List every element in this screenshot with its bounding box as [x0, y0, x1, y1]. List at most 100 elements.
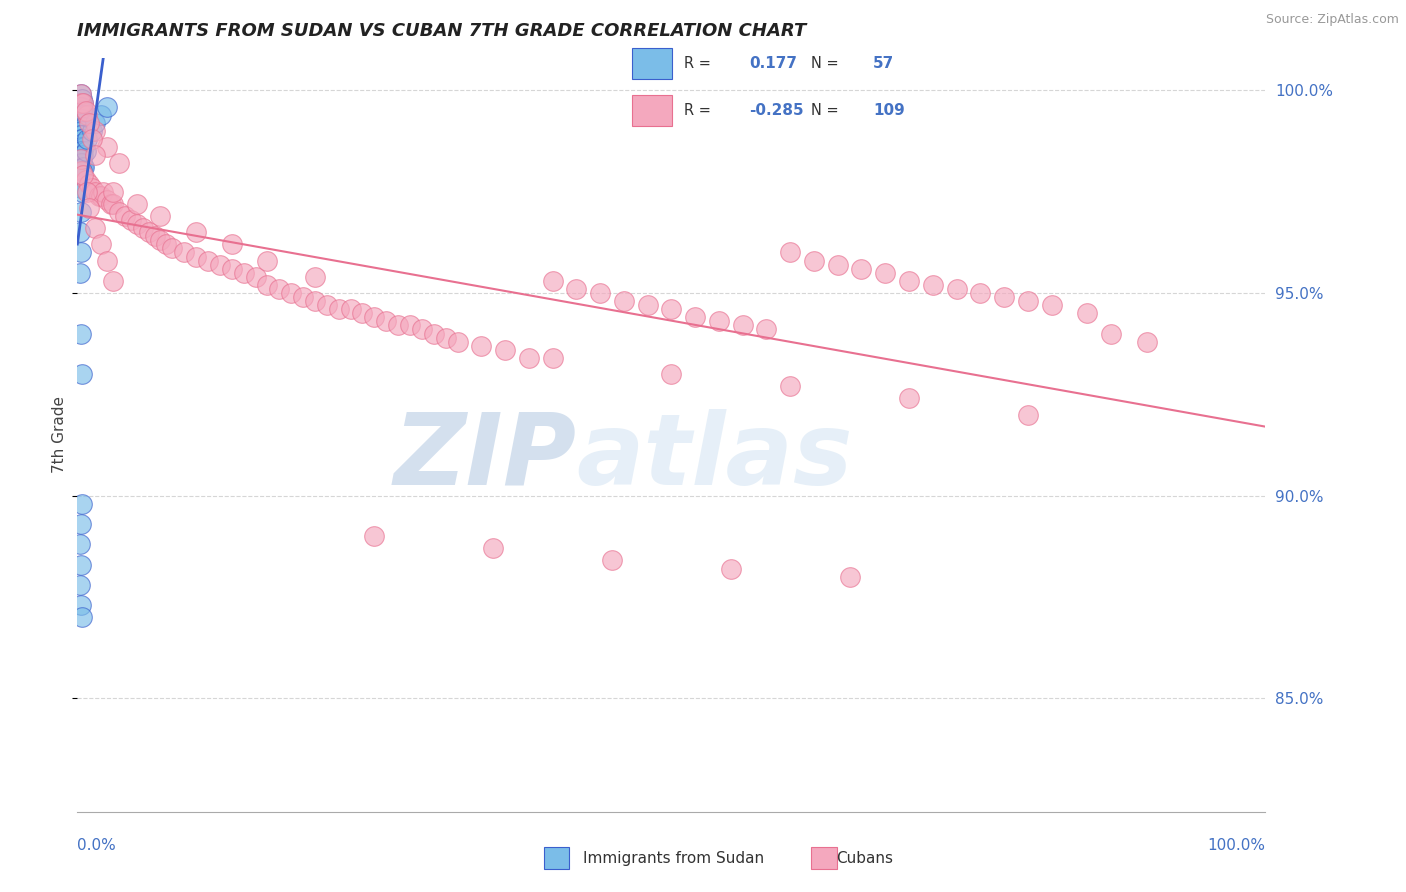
Text: 109: 109	[873, 103, 905, 118]
Point	[96, 253, 118, 268]
Point	[73, 120, 96, 134]
Text: N =: N =	[811, 56, 844, 70]
Point	[221, 261, 243, 276]
Point	[143, 229, 166, 244]
Point	[73, 161, 96, 175]
Point	[541, 351, 564, 365]
Point	[993, 290, 1015, 304]
Point	[77, 116, 100, 130]
Point	[565, 282, 588, 296]
Point	[70, 116, 93, 130]
Point	[100, 197, 122, 211]
Point	[162, 242, 184, 256]
Text: ZIP: ZIP	[394, 409, 576, 506]
Point	[589, 285, 612, 300]
Point	[72, 95, 94, 110]
Point	[76, 185, 98, 199]
Point	[363, 310, 385, 325]
Point	[315, 298, 337, 312]
Point	[363, 529, 385, 543]
Point	[72, 103, 94, 118]
Point	[108, 156, 131, 170]
Point	[69, 153, 91, 167]
Point	[1076, 306, 1098, 320]
Point	[80, 124, 103, 138]
Point	[70, 516, 93, 531]
Point	[875, 266, 897, 280]
Point	[101, 197, 124, 211]
Point	[96, 100, 118, 114]
Bar	[631, 95, 672, 126]
Text: 0.177: 0.177	[749, 56, 797, 70]
Point	[70, 598, 93, 612]
Point	[70, 497, 93, 511]
Point	[70, 112, 93, 126]
Point	[70, 156, 93, 170]
Point	[69, 537, 91, 551]
Point	[70, 180, 93, 194]
Point	[600, 553, 623, 567]
Point	[70, 124, 93, 138]
Point	[827, 258, 849, 272]
Point	[70, 367, 93, 381]
Point	[304, 294, 326, 309]
Point	[707, 314, 730, 328]
Text: Cubans: Cubans	[837, 851, 894, 865]
Point	[80, 132, 103, 146]
Point	[69, 100, 91, 114]
Point	[96, 140, 118, 154]
Point	[779, 245, 801, 260]
Point	[70, 153, 93, 167]
Point	[70, 132, 93, 146]
Point	[70, 132, 93, 146]
Point	[90, 237, 112, 252]
Point	[96, 193, 118, 207]
Point	[661, 302, 683, 317]
Point	[75, 144, 97, 158]
Point	[411, 322, 433, 336]
Text: R =: R =	[685, 103, 716, 118]
Point	[69, 225, 91, 239]
Text: atlas: atlas	[576, 409, 853, 506]
Point	[232, 266, 254, 280]
Point	[84, 221, 107, 235]
Point	[120, 213, 142, 227]
Point	[72, 136, 94, 150]
Point	[80, 180, 103, 194]
Point	[898, 392, 921, 406]
Point	[197, 253, 219, 268]
Point	[269, 282, 291, 296]
Point	[803, 253, 825, 268]
Point	[70, 95, 93, 110]
Point	[70, 610, 93, 624]
Point	[70, 153, 93, 167]
Point	[517, 351, 540, 365]
Point	[69, 578, 91, 592]
Point	[77, 201, 100, 215]
Point	[72, 95, 94, 110]
Point	[245, 269, 267, 284]
Point	[173, 245, 195, 260]
Point	[72, 169, 94, 183]
Point	[613, 294, 636, 309]
Point	[186, 225, 208, 239]
Point	[945, 282, 967, 296]
Text: IMMIGRANTS FROM SUDAN VS CUBAN 7TH GRADE CORRELATION CHART: IMMIGRANTS FROM SUDAN VS CUBAN 7TH GRADE…	[77, 22, 807, 40]
Point	[256, 277, 278, 292]
Point	[72, 148, 94, 162]
Point	[93, 185, 115, 199]
Point	[73, 108, 96, 122]
Point	[399, 318, 422, 333]
Point	[70, 120, 93, 134]
Point	[90, 108, 112, 122]
Point	[70, 108, 93, 122]
Point	[84, 148, 107, 162]
Point	[72, 161, 94, 175]
Point	[87, 188, 110, 202]
Y-axis label: 7th Grade: 7th Grade	[52, 396, 66, 474]
Point	[898, 274, 921, 288]
Point	[470, 339, 492, 353]
Point	[70, 140, 93, 154]
Point	[75, 172, 97, 186]
Point	[661, 367, 683, 381]
